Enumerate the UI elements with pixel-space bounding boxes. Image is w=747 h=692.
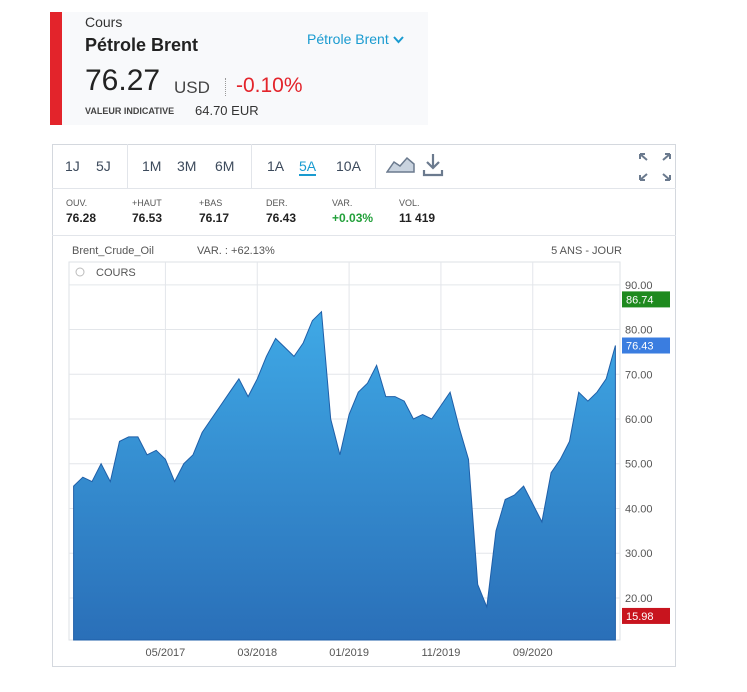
period-button[interactable]: 6M xyxy=(215,158,235,174)
y-tick-label: 50.00 xyxy=(625,459,653,471)
x-tick-label: 03/2018 xyxy=(237,647,277,659)
y-tick-label: 60.00 xyxy=(625,414,653,426)
legend-icon xyxy=(75,267,85,277)
period-button[interactable]: 1M xyxy=(142,158,162,174)
period-button[interactable]: 10A xyxy=(336,158,361,174)
change: -0.10% xyxy=(236,74,303,97)
stat-value: 76.43 xyxy=(266,211,297,225)
period-button[interactable]: 5J xyxy=(96,158,111,174)
price-badge-label: 15.98 xyxy=(626,611,654,623)
toolbar-border xyxy=(52,188,676,189)
y-tick-label: 90.00 xyxy=(625,280,653,292)
x-tick-label: 05/2017 xyxy=(146,647,186,659)
chart-subtitle: VAR. : +62.13% xyxy=(197,245,275,257)
separator xyxy=(375,144,376,188)
selector-text: Pétrole Brent xyxy=(307,31,389,47)
stat-label: DER. xyxy=(266,198,288,208)
legend-label: COURS xyxy=(96,267,136,279)
period-button[interactable]: 5A xyxy=(299,158,317,176)
period-button[interactable]: 1J xyxy=(65,158,80,174)
period-button[interactable]: 1A xyxy=(267,158,285,174)
chart-title: Brent_Crude_Oil xyxy=(72,245,154,257)
stat-label: +BAS xyxy=(199,198,223,208)
separator xyxy=(127,144,128,188)
x-tick-label: 09/2020 xyxy=(513,647,553,659)
chevron xyxy=(392,36,404,44)
price-badge xyxy=(622,291,670,308)
accent-bar xyxy=(50,12,62,125)
y-tick-label: 80.00 xyxy=(625,325,653,337)
quote-card xyxy=(50,12,428,125)
stat-label: +HAUT xyxy=(132,198,162,208)
y-tick-label: 70.00 xyxy=(625,369,653,381)
y-tick-label: 20.00 xyxy=(625,593,653,605)
indicative-label: VALEUR INDICATIVE xyxy=(85,106,175,116)
stat-label: VOL. xyxy=(399,198,420,208)
stats-border xyxy=(52,235,676,236)
stat-value: 76.17 xyxy=(199,211,230,225)
instrument: Pétrole Brent xyxy=(85,35,199,55)
price: 76.27 xyxy=(85,64,161,97)
stat-value: 76.28 xyxy=(66,211,97,225)
stat-value: +0.03% xyxy=(332,211,374,225)
stat-value: 11 419 xyxy=(399,211,436,225)
separator xyxy=(251,144,252,188)
fullscreen-button[interactable] xyxy=(638,152,672,182)
price-badge-label: 86.74 xyxy=(626,294,654,306)
x-tick-label: 11/2019 xyxy=(421,647,460,659)
stat-value: 76.53 xyxy=(132,211,163,225)
instrument-selector[interactable]: Pétrole Brent xyxy=(307,31,404,47)
download-button[interactable] xyxy=(422,152,444,178)
price-badge xyxy=(622,337,670,354)
divider xyxy=(225,78,226,96)
x-tick-label: 01/2019 xyxy=(329,647,369,659)
currency: USD xyxy=(174,78,210,97)
chart-widget xyxy=(52,144,676,667)
stat-label: VAR. xyxy=(332,198,353,208)
price-badge-label: 76.43 xyxy=(626,341,654,353)
area xyxy=(73,310,616,641)
y-tick-label: 30.00 xyxy=(625,548,653,560)
stat-label: OUV. xyxy=(66,198,88,208)
period-label: 5 ANS - JOUR xyxy=(551,245,622,257)
chart-type-button[interactable] xyxy=(386,154,416,176)
period-button[interactable]: 3M xyxy=(177,158,197,174)
label: Cours xyxy=(85,14,123,30)
price-badge xyxy=(622,607,670,624)
y-tick-label: 40.00 xyxy=(625,503,653,515)
indicative-value: 64.70 EUR xyxy=(195,103,259,118)
